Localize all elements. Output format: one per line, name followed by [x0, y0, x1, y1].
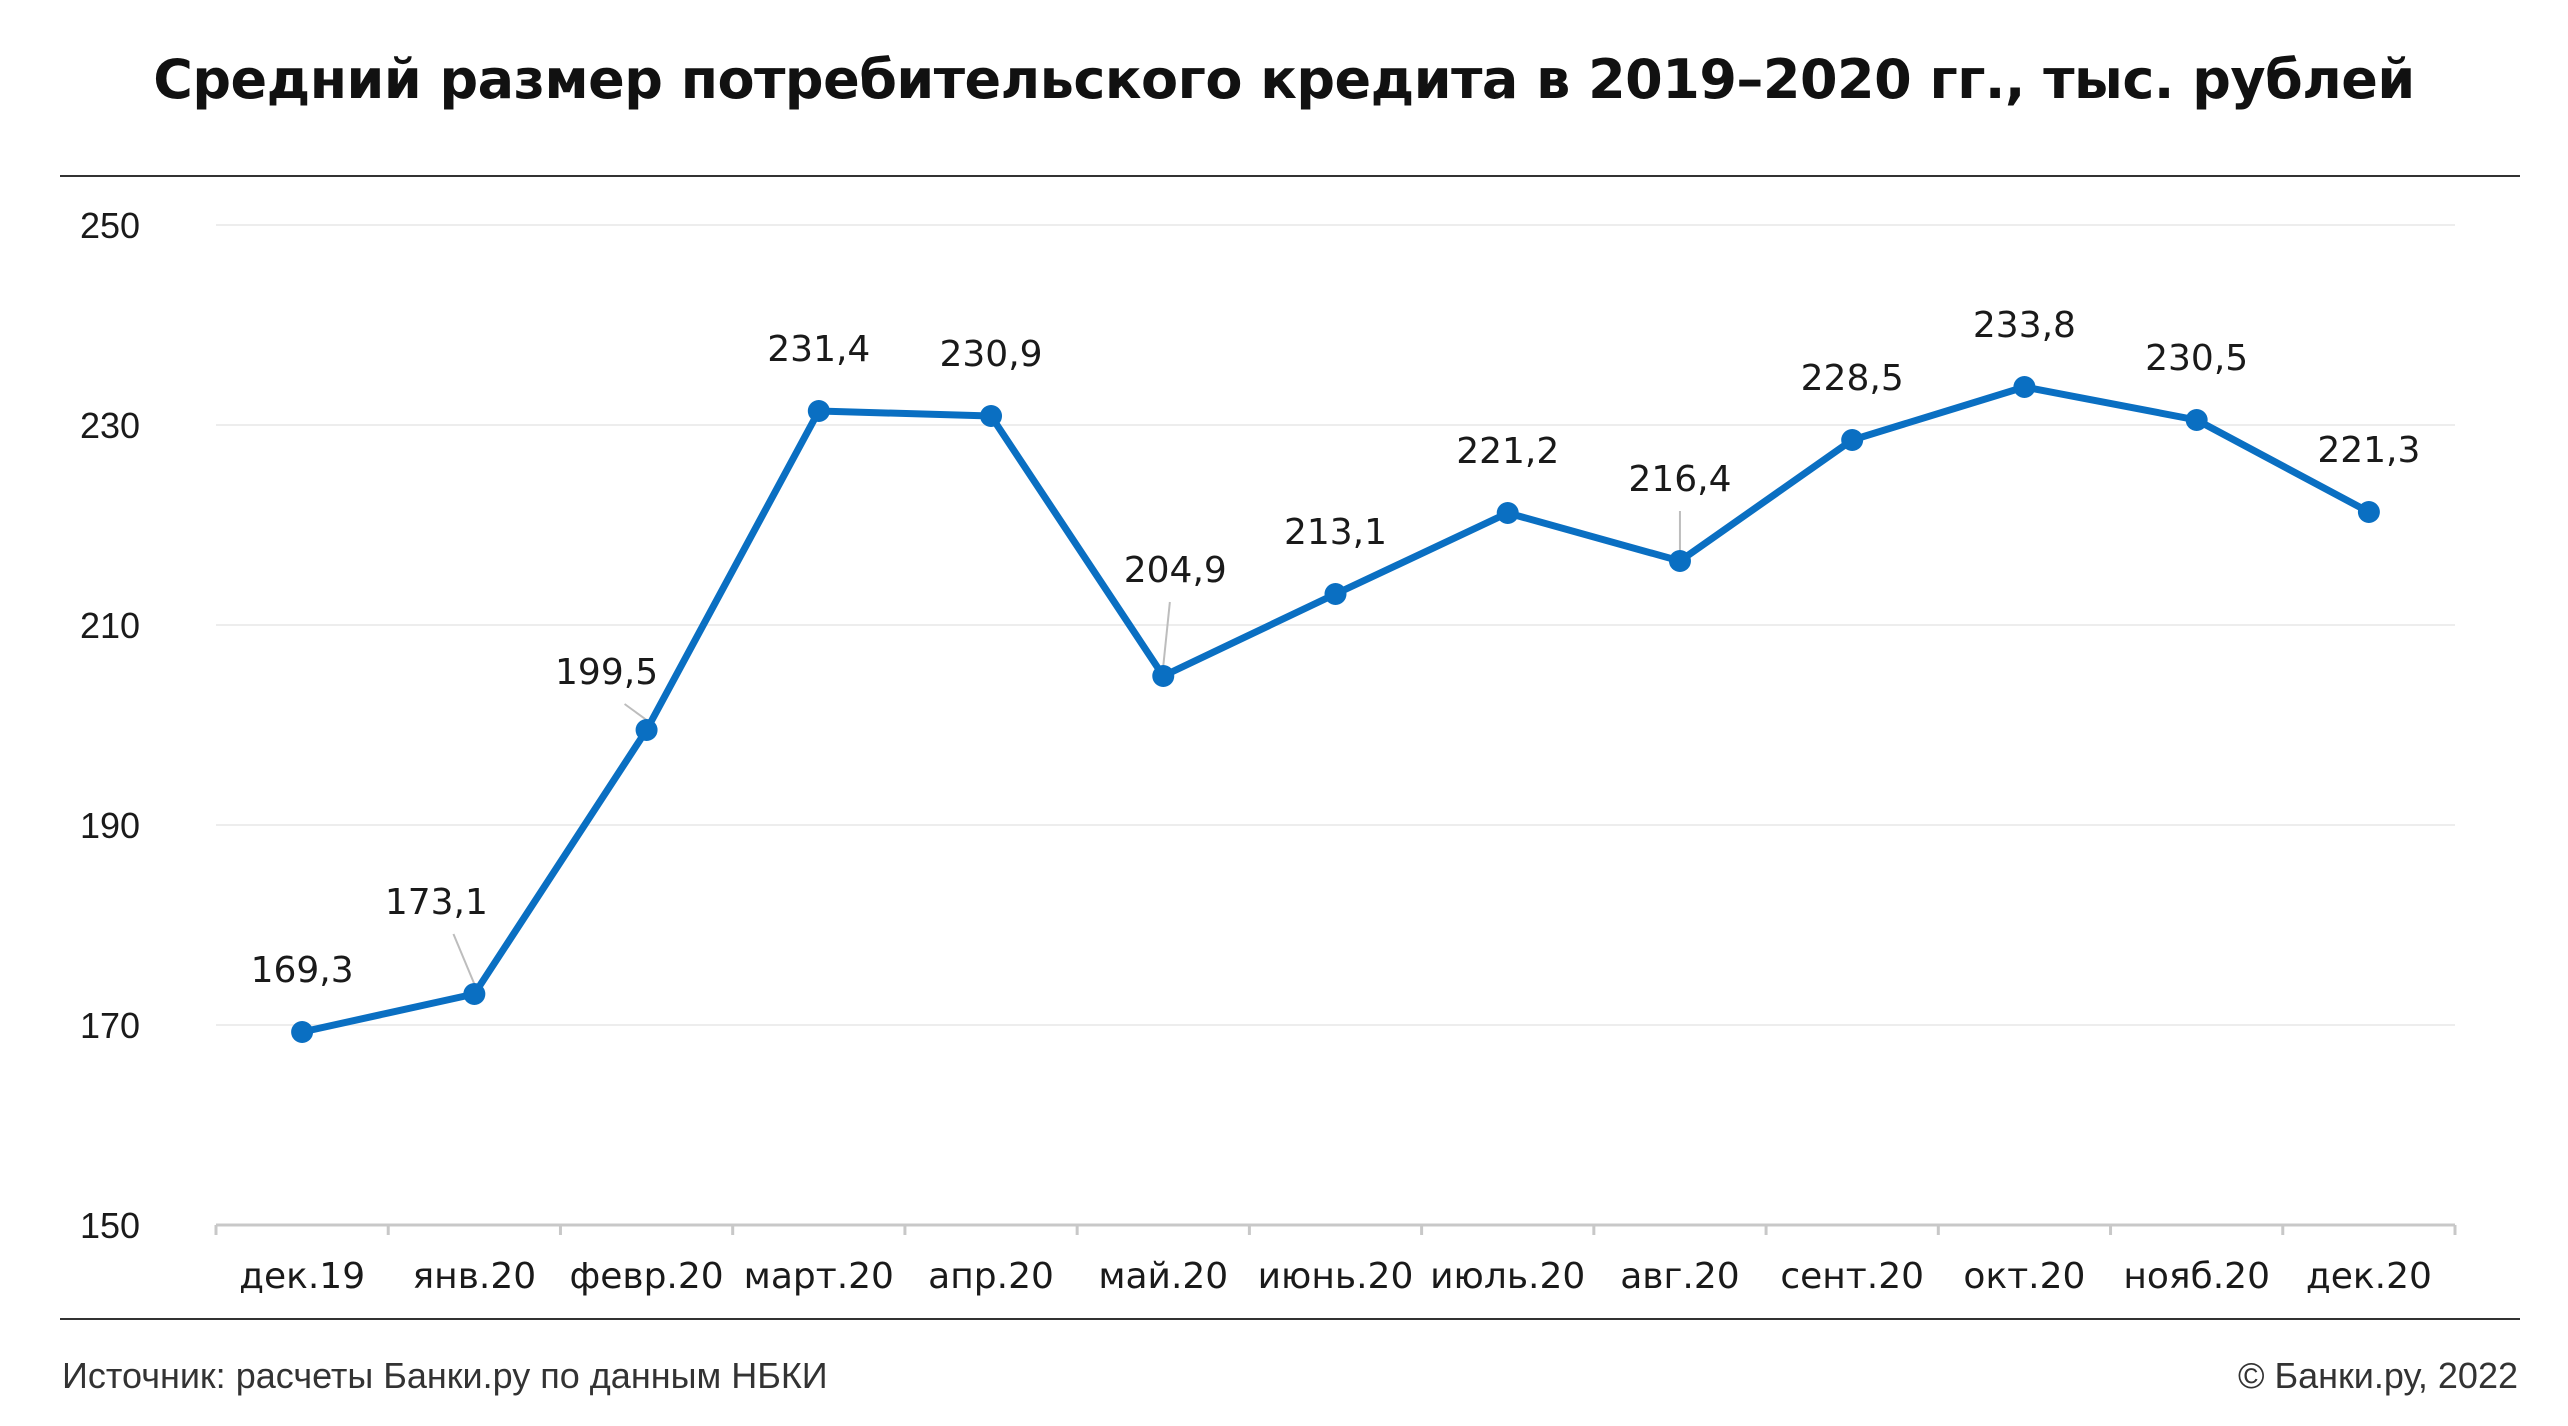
data-label: 231,4	[767, 329, 870, 370]
x-tick-label: авг.20	[1620, 1256, 1739, 1297]
series-line	[302, 387, 2369, 1032]
data-point	[2186, 409, 2208, 431]
y-tick-label: 250	[80, 205, 140, 246]
x-axis	[216, 1225, 2455, 1235]
copyright-note: © Банки.ру, 2022	[2238, 1355, 2518, 1397]
x-tick-label: февр.20	[569, 1256, 723, 1297]
x-axis-tick-labels: дек.19 янв.20 февр.20 март.20 апр.20 май.20 ию…	[239, 1256, 2432, 1297]
data-point	[463, 983, 485, 1005]
y-tick-label: 150	[80, 1205, 140, 1246]
x-tick-label: дек.20	[2306, 1256, 2432, 1297]
x-tick-label: май.20	[1098, 1256, 1228, 1297]
data-label: 199,5	[555, 652, 658, 693]
data-label: 221,2	[1456, 431, 1559, 472]
data-point	[980, 405, 1002, 427]
data-label: 221,3	[2317, 430, 2420, 471]
y-tick-label: 210	[80, 605, 140, 646]
data-points	[291, 376, 2380, 1043]
label-leader-line	[1163, 602, 1170, 666]
label-leader-line	[625, 704, 647, 720]
data-label: 228,5	[1801, 358, 1904, 399]
data-label: 230,5	[2145, 338, 2248, 379]
data-point	[2358, 501, 2380, 523]
data-point	[1669, 550, 1691, 572]
data-label: 213,1	[1284, 512, 1387, 553]
data-label: 173,1	[385, 882, 488, 923]
x-tick-label: сент.20	[1780, 1256, 1924, 1297]
x-tick-label: окт.20	[1963, 1256, 2085, 1297]
y-tick-label: 190	[80, 805, 140, 846]
data-point	[2013, 376, 2035, 398]
y-tick-label: 170	[80, 1005, 140, 1046]
x-tick-label: нояб.20	[2123, 1256, 2270, 1297]
label-leader-line	[453, 934, 474, 984]
bottom-divider	[60, 1318, 2520, 1320]
data-labels: 169,3 173,1 199,5 231,4 230,9 204,9 213,1 221,2…	[251, 305, 2421, 991]
data-point	[636, 719, 658, 741]
x-tick-label: март.20	[744, 1256, 894, 1297]
x-tick-label: янв.20	[413, 1256, 537, 1297]
data-label: 233,8	[1973, 305, 2076, 346]
line-chart: 150 170 190 210 230 250 дек.19 янв.20 февр.20 ма…	[0, 0, 2568, 1426]
data-point	[1497, 502, 1519, 524]
x-tick-label: апр.20	[928, 1256, 1054, 1297]
data-point	[1325, 583, 1347, 605]
data-point	[808, 400, 830, 422]
y-tick-label: 230	[80, 405, 140, 446]
series-line-group	[302, 387, 2369, 1032]
x-tick-label: июль.20	[1430, 1256, 1585, 1297]
data-point	[1152, 665, 1174, 687]
data-label: 204,9	[1124, 550, 1227, 591]
data-point	[1841, 429, 1863, 451]
data-label: 230,9	[940, 334, 1043, 375]
x-tick-label: июнь.20	[1258, 1256, 1414, 1297]
x-tick-label: дек.19	[239, 1256, 365, 1297]
data-label: 216,4	[1628, 459, 1731, 500]
source-note: Источник: расчеты Банки.ру по данным НБК…	[62, 1355, 828, 1397]
data-point	[291, 1021, 313, 1043]
gridlines	[216, 225, 2455, 1025]
y-axis-tick-labels: 150 170 190 210 230 250	[80, 205, 140, 1246]
data-label: 169,3	[251, 950, 354, 991]
